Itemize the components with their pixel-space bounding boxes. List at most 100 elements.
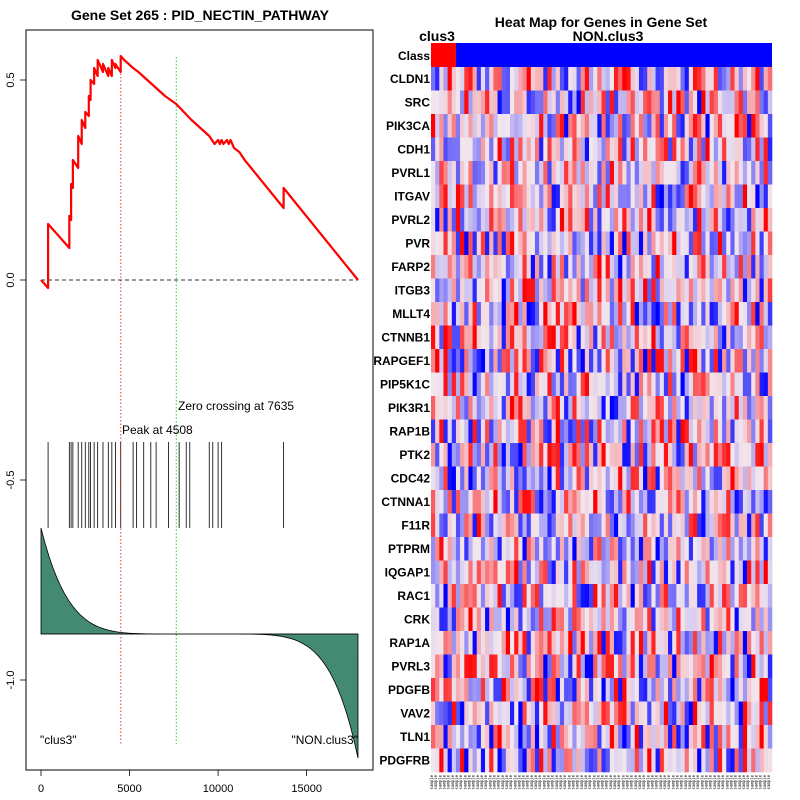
heatmap-cell xyxy=(572,584,577,608)
heatmap-cell xyxy=(526,443,532,467)
heatmap-cell xyxy=(638,396,644,420)
heatmap-cell xyxy=(701,584,706,608)
heatmap-cell xyxy=(767,396,773,420)
heatmap-cell xyxy=(514,584,519,608)
heatmap-cell xyxy=(431,161,436,185)
heatmap-cell xyxy=(726,325,731,350)
heatmap-cell xyxy=(464,725,469,749)
heatmap-cell xyxy=(489,349,494,373)
heatmap-cell xyxy=(634,325,640,350)
heatmap-cell xyxy=(559,607,565,632)
heatmap-cell xyxy=(697,443,702,467)
es-curve-group xyxy=(40,54,359,290)
heatmap-cell xyxy=(609,560,615,585)
heatmap-cell xyxy=(643,654,648,679)
heatmap-cell xyxy=(439,302,444,326)
heatmap-cell xyxy=(476,678,482,702)
heatmap-cell xyxy=(464,560,469,585)
sample-label: sample xyxy=(645,774,650,789)
heatmap-cell xyxy=(551,278,557,303)
heatmap-cell xyxy=(626,396,631,420)
heatmap-cell xyxy=(584,137,590,162)
heatmap-cell xyxy=(651,372,656,397)
heatmap-cell xyxy=(447,184,453,209)
heatmap-cell xyxy=(717,701,723,726)
heatmap-cell xyxy=(767,67,773,91)
heatmap-cell xyxy=(576,349,582,373)
heatmap-cell xyxy=(709,67,715,91)
heatmap-cell xyxy=(747,419,752,444)
heatmap-cell xyxy=(622,631,627,655)
heatmap-cell xyxy=(755,208,760,232)
heatmap-cell xyxy=(455,372,461,397)
heatmap-cell xyxy=(605,466,611,491)
heatmap-cell xyxy=(638,278,644,303)
heatmap-cell xyxy=(572,231,577,256)
heatmap-cell xyxy=(547,701,552,726)
heatmap-cell xyxy=(526,748,532,773)
heatmap-cell xyxy=(447,725,453,749)
heatmap-cell xyxy=(572,748,577,773)
heatmap-cell xyxy=(460,161,465,185)
heatmap-cell xyxy=(738,537,744,561)
heatmap-cell xyxy=(692,302,698,326)
heatmap-cell xyxy=(489,372,494,397)
heatmap-cell xyxy=(518,137,523,162)
heatmap-cell xyxy=(655,654,661,679)
heatmap-cell xyxy=(713,231,719,256)
heatmap-cell xyxy=(576,231,582,256)
heatmap-cell xyxy=(630,607,636,632)
heatmap-cell xyxy=(518,560,523,585)
heatmap-cell xyxy=(709,208,715,232)
gene-labels: CLDN1SRCPIK3CACDH1PVRL1ITGAVPVRL2PVRFARP… xyxy=(373,72,430,768)
heatmap-cell xyxy=(651,114,656,138)
heatmap-cell xyxy=(730,654,735,679)
heatmap-cell xyxy=(613,396,619,420)
heatmap-cell xyxy=(514,137,519,162)
heatmap-cell xyxy=(559,302,565,326)
heatmap-cell xyxy=(767,490,773,514)
heatmap-cell xyxy=(692,631,698,655)
heatmap-cell xyxy=(501,255,507,279)
heatmap-cell xyxy=(742,678,748,702)
heatmap-cell xyxy=(630,161,636,185)
heatmap-cell xyxy=(755,490,760,514)
heatmap-cell xyxy=(551,748,557,773)
heatmap-cell xyxy=(464,419,469,444)
heatmap-cell xyxy=(505,513,511,538)
heatmap-cell xyxy=(759,161,764,185)
heatmap-cell xyxy=(435,396,440,420)
heatmap-cell xyxy=(530,654,536,679)
heatmap-cell xyxy=(609,396,615,420)
heatmap-cell xyxy=(717,90,723,115)
heatmap-cell xyxy=(659,631,665,655)
heatmap-cell xyxy=(518,372,523,397)
heatmap-cell xyxy=(726,208,731,232)
heatmap-cell xyxy=(747,231,752,256)
heatmap-cell xyxy=(705,725,710,749)
heatmap-cell xyxy=(564,678,569,702)
heatmap-cell xyxy=(435,631,440,655)
heatmap-cell xyxy=(472,231,478,256)
heatmap-cell xyxy=(547,278,552,303)
heatmap-cell xyxy=(547,654,552,679)
heatmap-cell xyxy=(747,161,752,185)
heatmap-cell xyxy=(676,607,681,632)
heatmap-cell xyxy=(734,184,740,209)
heatmap-cell xyxy=(480,278,486,303)
heatmap-cell xyxy=(559,631,565,655)
heatmap-cell xyxy=(751,607,756,632)
heatmap-cell xyxy=(651,302,656,326)
heatmap-cell xyxy=(738,466,744,491)
heatmap-cell xyxy=(443,607,448,632)
heatmap-cell xyxy=(510,631,515,655)
heatmap-cell xyxy=(576,678,582,702)
heatmap-cell xyxy=(763,325,769,350)
heatmap-cell xyxy=(659,466,665,491)
heatmap-cell xyxy=(522,419,527,444)
heatmap-cell xyxy=(692,114,698,138)
heatmap-cell xyxy=(759,137,764,162)
heatmap-cell xyxy=(722,255,727,279)
heatmap-cell xyxy=(472,349,478,373)
enrichment-plot: Gene Set 265 : PID_NECTIN_PATHWAY 0 5000 1… xyxy=(5,7,374,795)
